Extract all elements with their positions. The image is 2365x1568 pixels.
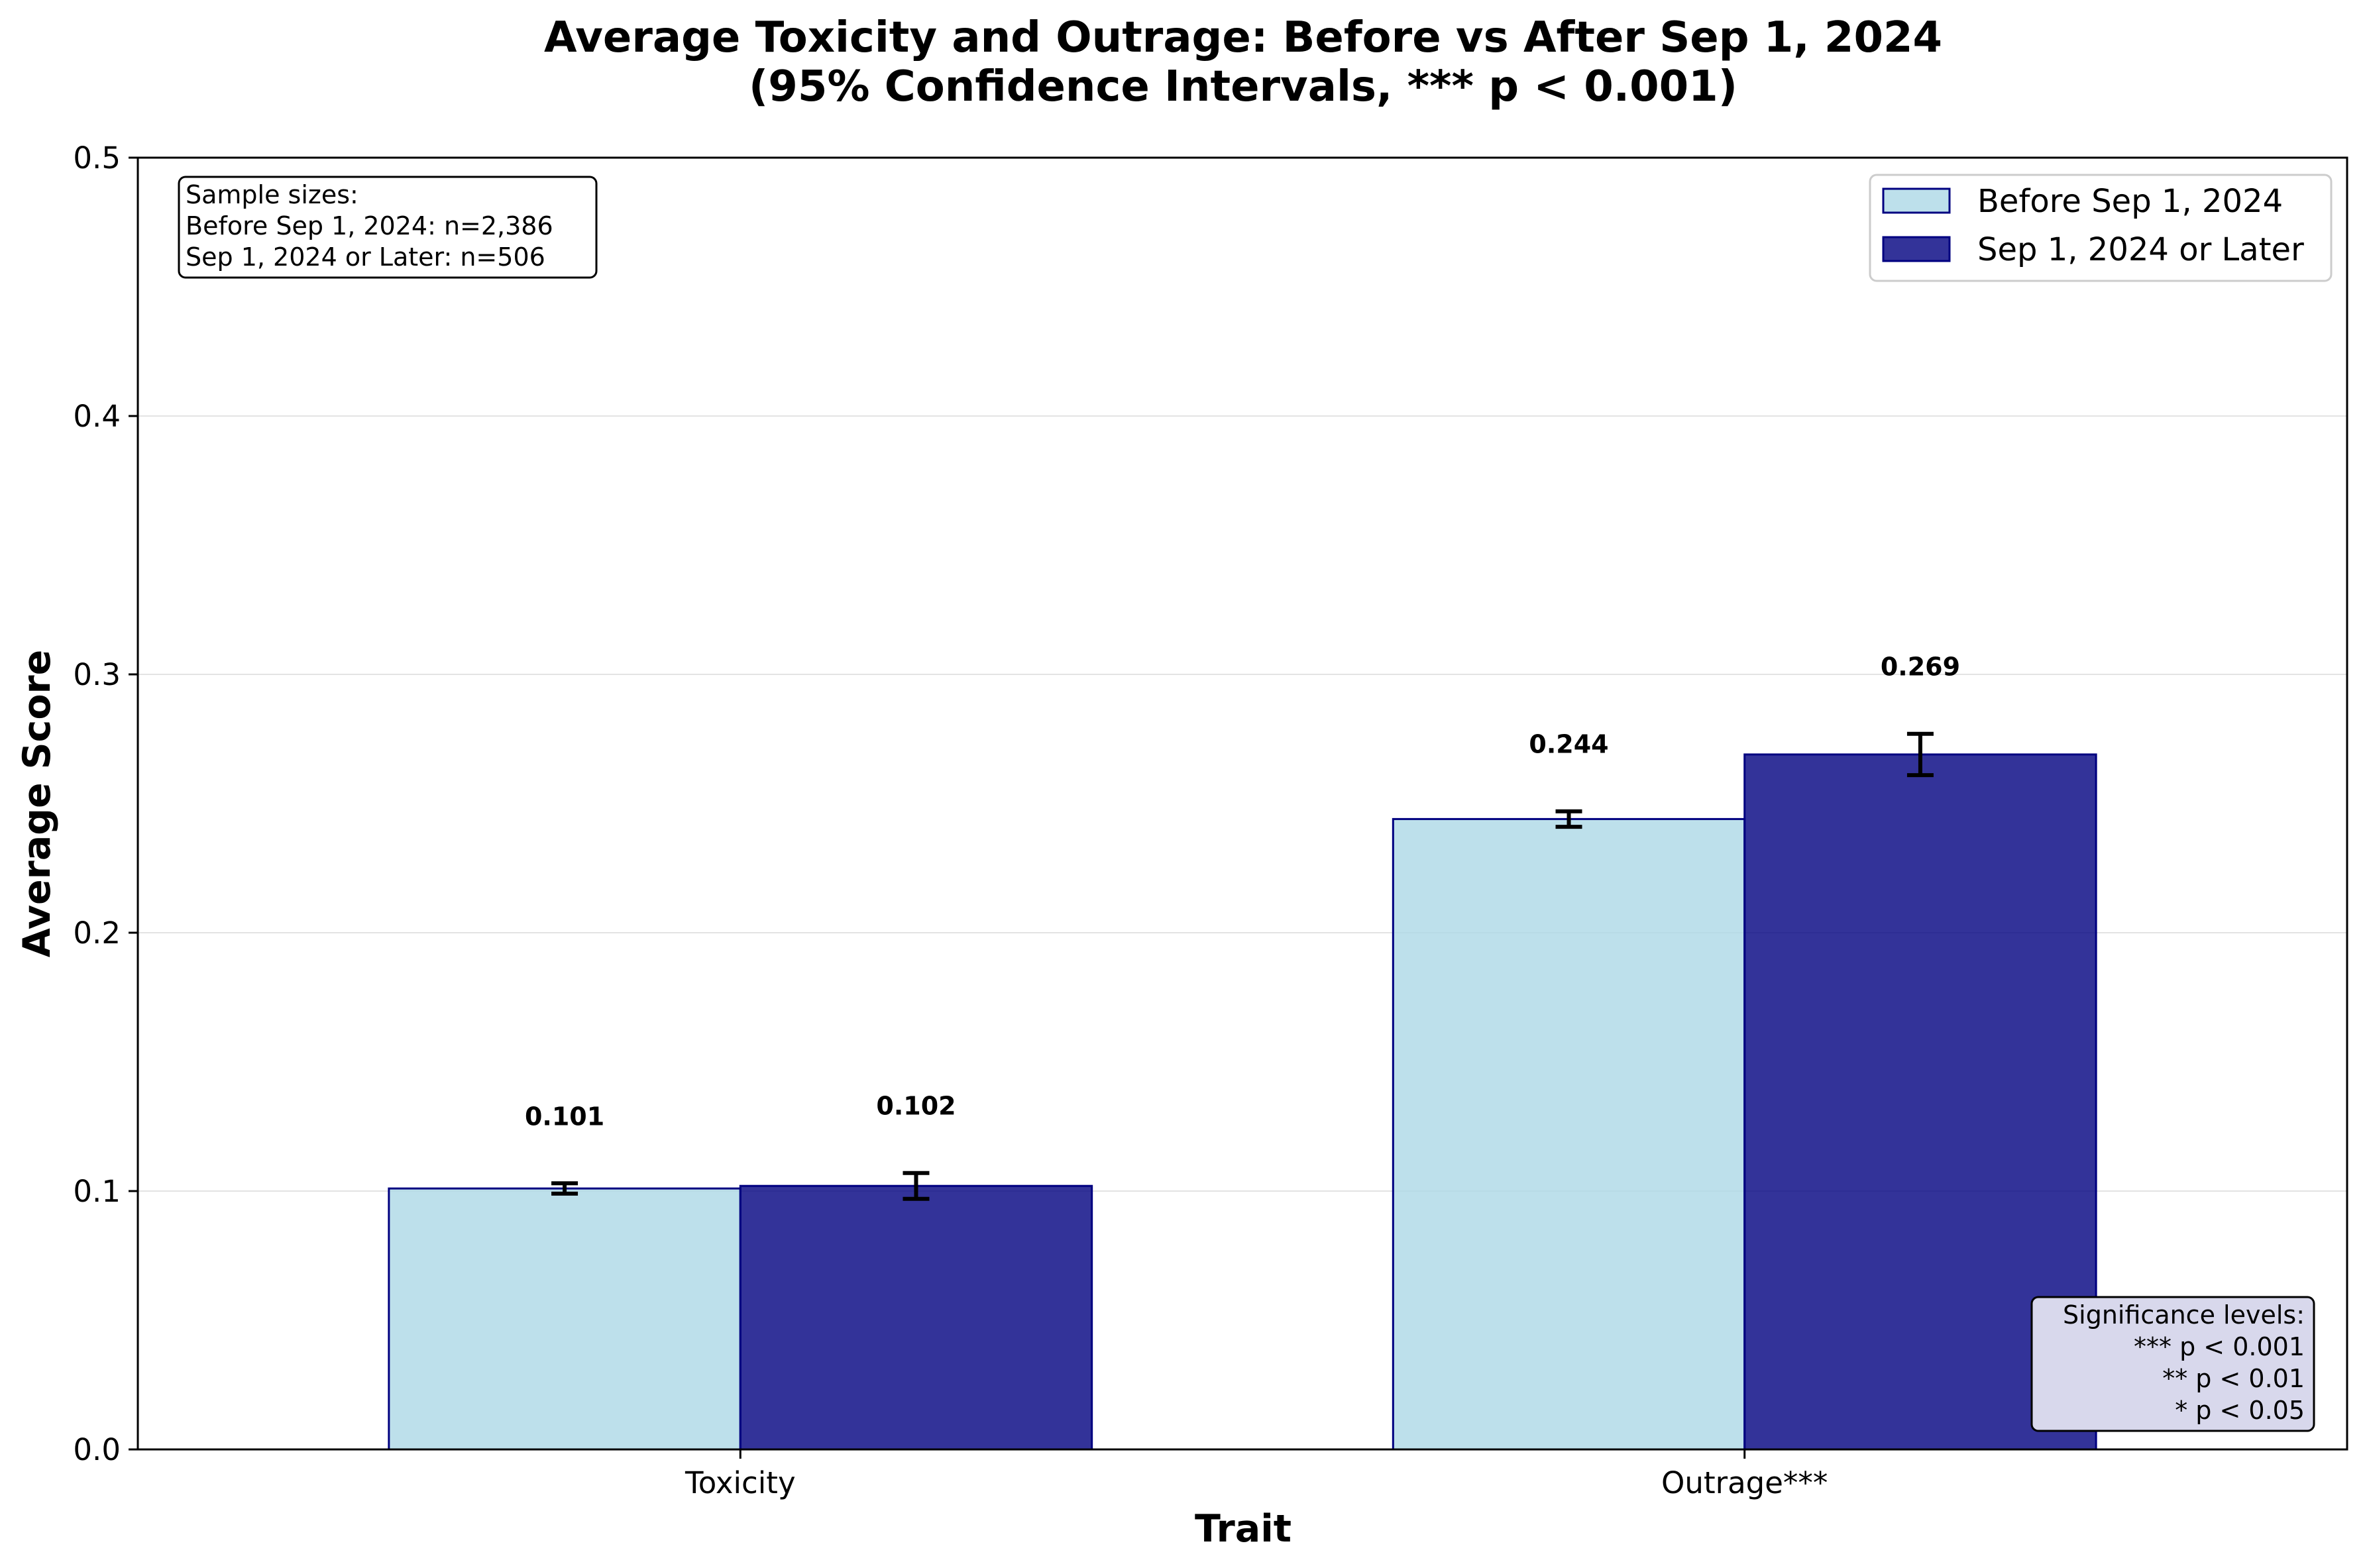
sample-size-heading: Sample sizes: xyxy=(186,180,358,209)
data-label: 0.244 xyxy=(1529,730,1608,759)
sample-size-box-frame xyxy=(178,176,598,279)
x-tick-label: Toxicity xyxy=(685,1465,796,1500)
legend-swatch-before xyxy=(1882,187,1951,214)
x-axis-label: Trait xyxy=(1195,1507,1292,1551)
data-labels: 0.101 0.244 0.102 0.269 xyxy=(525,653,1960,1131)
bar xyxy=(1392,817,1746,1451)
sample-size-box: Sample sizes: Before Sep 1, 2024: n=2,38… xyxy=(178,176,598,279)
data-label: 0.101 xyxy=(525,1102,604,1131)
significance-level-3: *** p < 0.001 xyxy=(2134,1332,2305,1361)
sample-size-after: Sep 1, 2024 or Later: n=506 xyxy=(186,242,545,272)
legend-frame xyxy=(1869,174,2333,282)
sample-size-before: Before Sep 1, 2024: n=2,386 xyxy=(186,211,553,240)
y-tick-label: 0.3 xyxy=(73,657,121,692)
chart-title: Average Toxicity and Outrage: Before vs … xyxy=(544,13,1942,62)
legend-label-before: Before Sep 1, 2024 xyxy=(1977,183,2283,220)
significance-level-1: * p < 0.05 xyxy=(2175,1396,2305,1425)
legend-label-after: Sep 1, 2024 or Later xyxy=(1977,231,2304,268)
plot-frame xyxy=(137,156,2348,1451)
y-tick-label: 0.1 xyxy=(73,1174,121,1209)
y-tick-label: 0.0 xyxy=(73,1432,121,1467)
chart-subtitle: (95% Confidence Intervals, *** p < 0.001… xyxy=(749,62,1737,111)
y-tick-label: 0.5 xyxy=(73,140,121,176)
y-axis-label: Average Score xyxy=(15,650,59,958)
y-tick-label: 0.4 xyxy=(73,399,121,434)
significance-level-2: ** p < 0.01 xyxy=(2162,1364,2305,1393)
data-label: 0.102 xyxy=(876,1092,956,1121)
x-tick-label: Outrage*** xyxy=(1661,1465,1828,1500)
significance-box-frame xyxy=(2030,1296,2315,1432)
error-bars xyxy=(551,731,1934,1201)
legend: Before Sep 1, 2024 Sep 1, 2024 or Later xyxy=(1869,174,2333,282)
significance-box: Significance levels: *** p < 0.001 ** p … xyxy=(2030,1296,2315,1432)
legend-swatch-after xyxy=(1882,236,1951,262)
axes: 0.0 0.1 0.2 0.3 0.4 0.5 Toxicity Outrage*** xyxy=(73,140,2348,1500)
data-label: 0.269 xyxy=(1881,653,1960,682)
bar xyxy=(739,1184,1093,1451)
y-tick-label: 0.2 xyxy=(73,915,121,951)
bar xyxy=(388,1187,742,1451)
significance-heading: Significance levels: xyxy=(2063,1300,2305,1330)
